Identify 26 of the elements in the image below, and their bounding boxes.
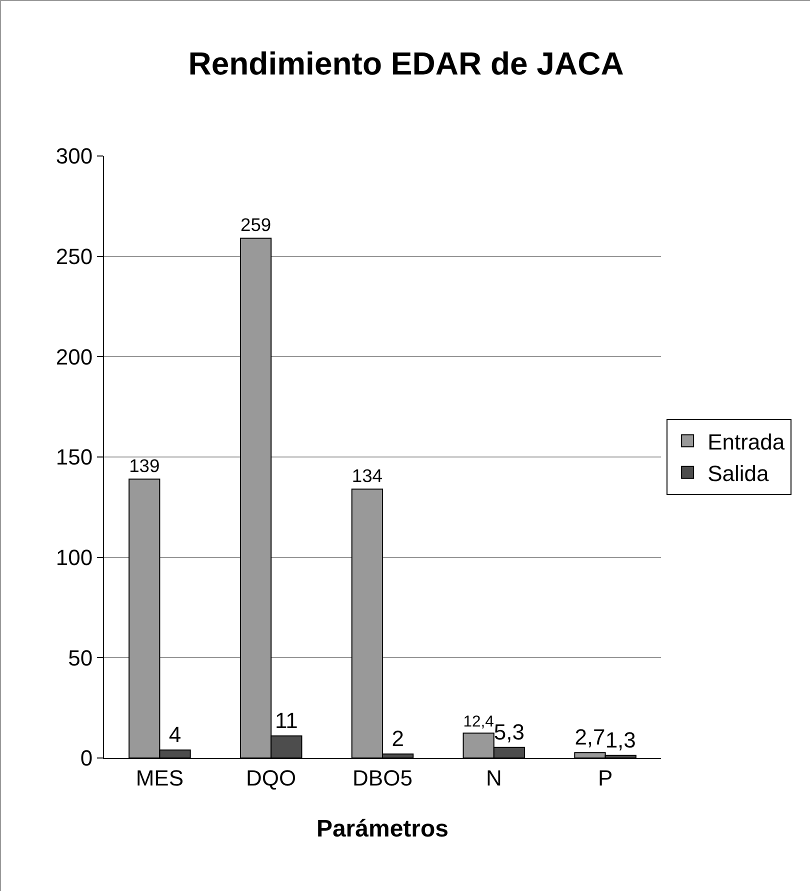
data-label: 5,3 (494, 719, 525, 744)
x-tick-label: N (486, 765, 502, 790)
x-tick-label: DQO (246, 765, 296, 790)
x-axis-title: Parámetros (316, 816, 449, 843)
data-label: 2 (392, 726, 404, 751)
data-label: 139 (129, 454, 160, 476)
x-tick-label: MES (136, 765, 184, 790)
chart-title: Rendimiento EDAR de JACA (188, 46, 624, 82)
y-tick-label: 100 (56, 545, 93, 570)
data-label: 11 (275, 708, 298, 733)
y-tick-label: 300 (56, 144, 93, 169)
data-label: 134 (352, 464, 382, 486)
y-tick-label: 50 (68, 645, 93, 670)
data-label: 259 (240, 214, 272, 236)
y-tick-label: 250 (56, 244, 93, 270)
y-tick-label: 150 (56, 444, 93, 470)
x-tick-label: P (598, 765, 613, 790)
data-label: 2,7 (574, 724, 606, 750)
data-label: 12,4 (463, 714, 494, 731)
legend-label: Entrada (708, 429, 786, 454)
legend-label: Salida (708, 460, 770, 486)
y-tick-label: 200 (56, 344, 93, 370)
data-label: 1,3 (605, 727, 636, 752)
x-tick-label: DBO5 (352, 765, 412, 790)
data-label: 4 (168, 722, 182, 747)
y-tick-label: 0 (80, 746, 93, 771)
